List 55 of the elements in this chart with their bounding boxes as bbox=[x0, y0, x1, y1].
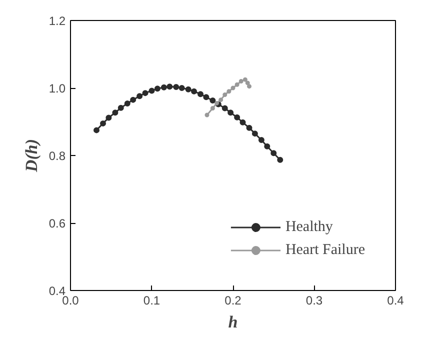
point bbox=[230, 86, 236, 90]
x-tick-label: 0.0 bbox=[62, 294, 80, 308]
point bbox=[210, 97, 216, 104]
point bbox=[130, 96, 136, 103]
x-tick-label: 0.2 bbox=[224, 294, 242, 308]
x-tick-label: 0.3 bbox=[306, 294, 323, 308]
point bbox=[270, 150, 277, 156]
point bbox=[142, 90, 148, 96]
x-axis-title: h bbox=[228, 312, 238, 332]
point bbox=[185, 86, 192, 92]
point bbox=[136, 93, 143, 100]
point bbox=[124, 100, 130, 107]
point bbox=[160, 84, 167, 90]
point bbox=[234, 114, 240, 120]
point bbox=[252, 130, 258, 137]
point bbox=[226, 89, 232, 94]
x-tick-label: 0.4 bbox=[387, 294, 404, 308]
point bbox=[247, 84, 252, 89]
point bbox=[277, 156, 284, 163]
point bbox=[264, 143, 270, 150]
point bbox=[238, 79, 244, 84]
point bbox=[240, 119, 246, 126]
y-tick-label: 1.0 bbox=[48, 82, 66, 96]
x-tick-label: 0.1 bbox=[143, 294, 160, 308]
point bbox=[258, 136, 264, 143]
point bbox=[228, 110, 234, 116]
point bbox=[173, 84, 180, 90]
point bbox=[198, 91, 204, 98]
y-tick-label: 1.2 bbox=[48, 14, 66, 28]
point bbox=[245, 80, 250, 86]
point bbox=[203, 94, 210, 100]
point bbox=[246, 124, 252, 131]
point bbox=[106, 114, 112, 121]
point bbox=[222, 105, 228, 112]
point bbox=[210, 106, 215, 110]
point bbox=[204, 112, 210, 118]
y-tick-label: 0.6 bbox=[48, 216, 66, 230]
point bbox=[100, 120, 106, 126]
point bbox=[178, 85, 185, 91]
point bbox=[148, 88, 155, 94]
point bbox=[234, 82, 240, 87]
point bbox=[191, 88, 197, 94]
point bbox=[222, 92, 228, 97]
legend-label: Heart Failure bbox=[285, 242, 365, 258]
point bbox=[94, 127, 100, 134]
point bbox=[154, 86, 160, 92]
y-axis-title: D(h) bbox=[22, 138, 41, 174]
y-tick-label: 0.8 bbox=[48, 149, 66, 163]
point bbox=[166, 84, 173, 90]
point bbox=[218, 98, 224, 102]
point bbox=[214, 100, 219, 106]
point bbox=[118, 104, 124, 111]
point bbox=[242, 77, 248, 82]
point bbox=[112, 110, 118, 116]
legend-label: Healthy bbox=[285, 218, 333, 236]
